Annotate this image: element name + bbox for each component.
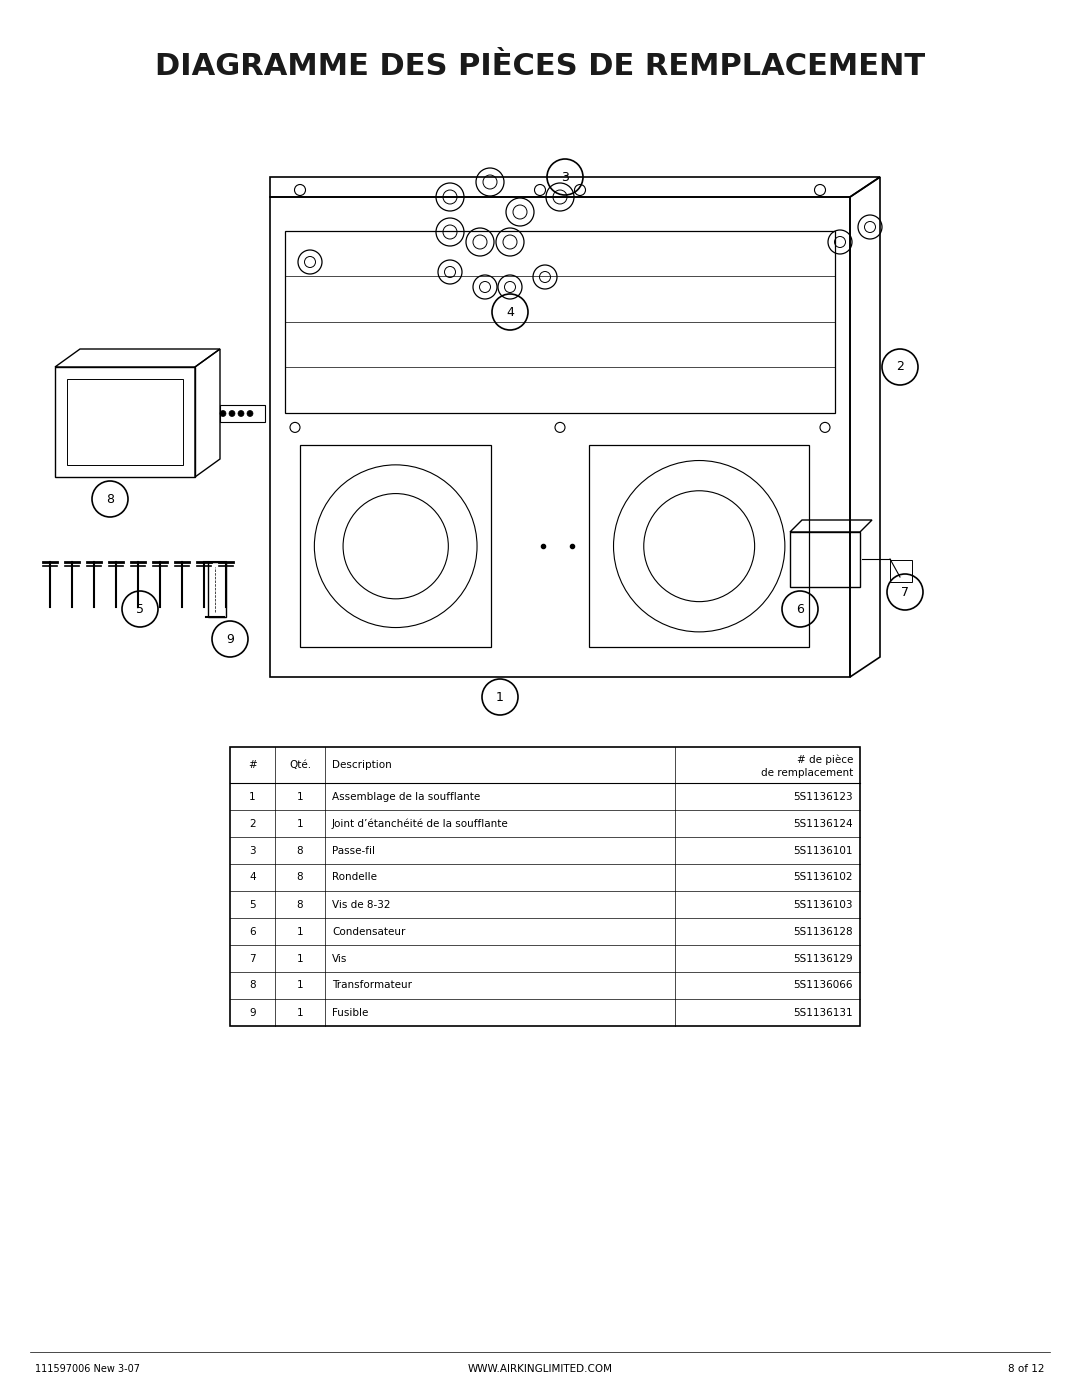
Text: 111597006 New 3-07: 111597006 New 3-07 [35,1363,140,1375]
Text: 8: 8 [297,900,303,909]
Text: 6: 6 [249,926,256,936]
Text: Assemblage de la soufflante: Assemblage de la soufflante [332,792,481,802]
Text: Vis: Vis [332,954,348,964]
Text: 5: 5 [249,900,256,909]
Text: Transformateur: Transformateur [332,981,411,990]
Text: 7: 7 [249,954,256,964]
Text: 1: 1 [297,792,303,802]
Text: 4: 4 [249,873,256,883]
Bar [890,560,912,583]
Text: Description: Description [332,760,392,770]
Text: 5: 5 [136,602,144,616]
Text: # de pièce: # de pièce [797,754,853,764]
Circle shape [238,411,244,416]
Bar [789,532,860,587]
Bar [230,747,860,1025]
Text: 8: 8 [249,981,256,990]
Text: Condensateur: Condensateur [332,926,405,936]
Text: 5S1136124: 5S1136124 [794,819,853,828]
Bar [285,231,835,414]
Text: 9: 9 [249,1007,256,1017]
Text: Passe-fil: Passe-fil [332,845,375,855]
Circle shape [247,411,253,416]
Bar [208,562,226,617]
Text: WWW.AIRKINGLIMITED.COM: WWW.AIRKINGLIMITED.COM [468,1363,612,1375]
Text: 1: 1 [249,792,256,802]
Text: Rondelle: Rondelle [332,873,377,883]
Text: 8 of 12: 8 of 12 [1009,1363,1045,1375]
Text: 7: 7 [901,585,909,598]
Text: 5S1136128: 5S1136128 [794,926,853,936]
Text: 8: 8 [297,873,303,883]
Text: 8: 8 [106,493,114,506]
Circle shape [220,411,226,416]
Text: 5S1136129: 5S1136129 [794,954,853,964]
Text: Vis de 8-32: Vis de 8-32 [332,900,391,909]
Text: 5S1136131: 5S1136131 [794,1007,853,1017]
Text: 1: 1 [297,981,303,990]
Text: Fusible: Fusible [332,1007,368,1017]
Text: 1: 1 [297,926,303,936]
Text: 5S1136066: 5S1136066 [794,981,853,990]
Text: de remplacement: de remplacement [760,768,853,778]
Text: 9: 9 [226,633,234,645]
Text: 4: 4 [507,306,514,319]
Text: 2: 2 [249,819,256,828]
Circle shape [229,411,235,416]
Bar [67,379,183,465]
Text: 5S1136102: 5S1136102 [794,873,853,883]
Text: 6: 6 [796,602,804,616]
Text: 1: 1 [496,690,504,704]
Text: Qté.: Qté. [289,760,311,770]
Bar [55,367,195,476]
Text: 5S1136101: 5S1136101 [794,845,853,855]
Text: 5S1136123: 5S1136123 [794,792,853,802]
Text: Joint d’étanchéité de la soufflante: Joint d’étanchéité de la soufflante [332,819,509,828]
Text: 3: 3 [562,170,569,183]
Bar [270,197,850,678]
Text: 1: 1 [297,954,303,964]
Text: 2: 2 [896,360,904,373]
Text: 8: 8 [297,845,303,855]
Bar [300,446,491,647]
Bar [589,446,809,647]
Text: 3: 3 [249,845,256,855]
Text: 5S1136103: 5S1136103 [794,900,853,909]
Text: 1: 1 [297,1007,303,1017]
Text: #: # [248,760,257,770]
Text: DIAGRAMME DES PIÈCES DE REMPLACEMENT: DIAGRAMME DES PIÈCES DE REMPLACEMENT [154,52,926,81]
Text: 1: 1 [297,819,303,828]
